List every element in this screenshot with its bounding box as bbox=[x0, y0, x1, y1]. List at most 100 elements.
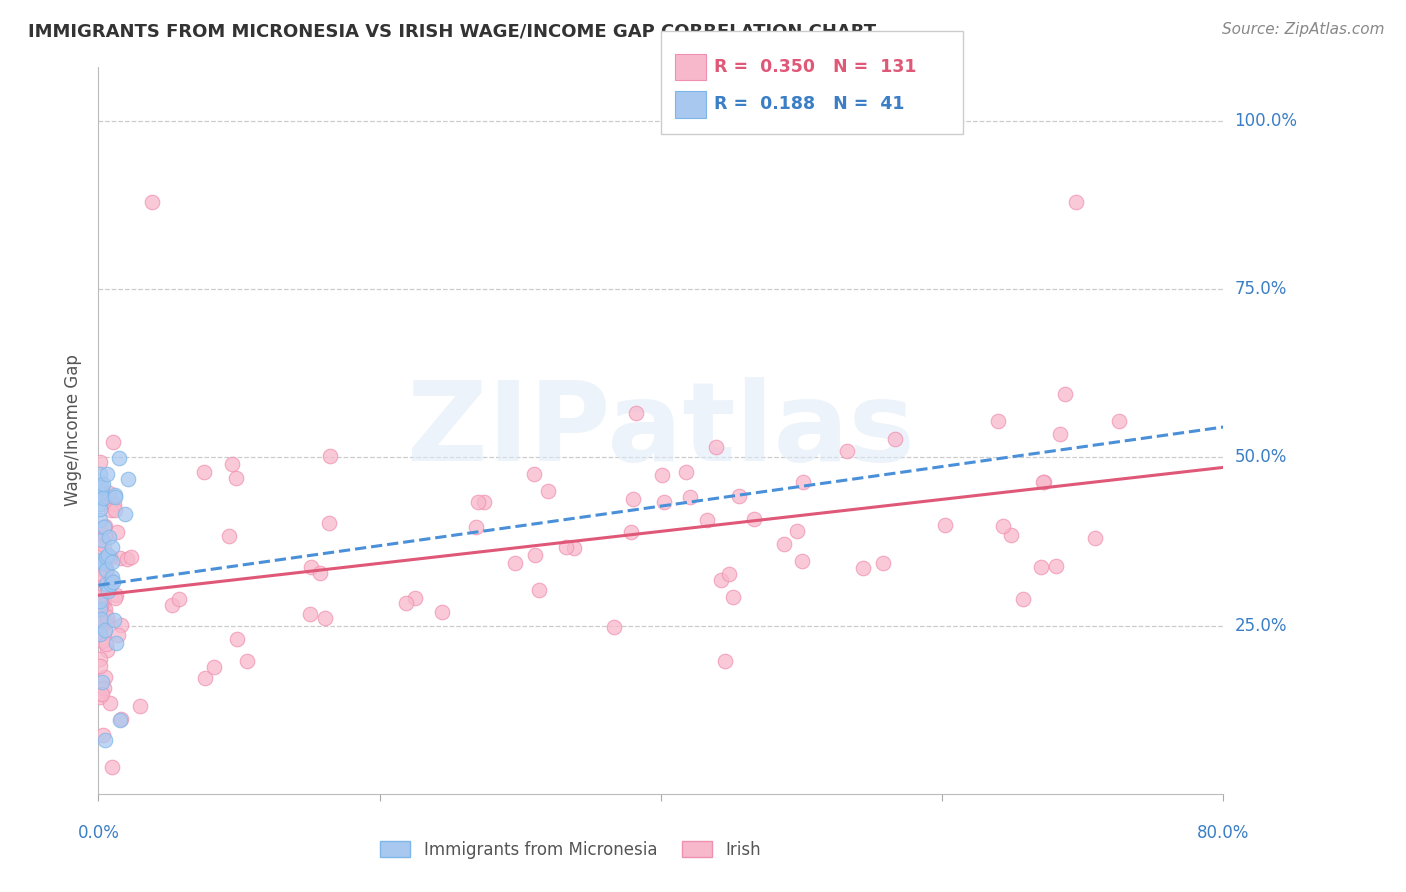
Point bbox=[704, 440, 727, 454]
Point bbox=[120, 549, 142, 564]
Point bbox=[523, 548, 546, 562]
Point bbox=[472, 495, 495, 509]
Text: 75.0%: 75.0% bbox=[1234, 280, 1286, 298]
Text: R =  0.350   N =  131: R = 0.350 N = 131 bbox=[714, 58, 917, 76]
Point bbox=[97, 548, 120, 562]
Point bbox=[96, 637, 118, 651]
Point bbox=[89, 590, 111, 604]
Point bbox=[103, 497, 125, 511]
Point bbox=[94, 561, 117, 575]
Point bbox=[89, 618, 111, 632]
Point bbox=[717, 567, 740, 582]
Point bbox=[1031, 559, 1053, 574]
Point bbox=[128, 698, 150, 713]
Point bbox=[89, 615, 111, 629]
Text: 100.0%: 100.0% bbox=[1234, 112, 1298, 129]
Point bbox=[835, 444, 858, 458]
Point bbox=[117, 472, 139, 486]
Point bbox=[624, 406, 647, 420]
Point bbox=[89, 593, 111, 607]
Point bbox=[91, 728, 114, 742]
Point bbox=[721, 590, 744, 604]
Point bbox=[1033, 475, 1056, 490]
Point bbox=[90, 546, 112, 560]
Point bbox=[90, 599, 112, 613]
Point bbox=[89, 489, 111, 503]
Point bbox=[1053, 386, 1076, 401]
Text: IMMIGRANTS FROM MICRONESIA VS IRISH WAGE/INCOME GAP CORRELATION CHART: IMMIGRANTS FROM MICRONESIA VS IRISH WAGE… bbox=[28, 22, 876, 40]
Text: 80.0%: 80.0% bbox=[1197, 824, 1250, 842]
Point bbox=[652, 495, 675, 509]
Point bbox=[89, 467, 111, 482]
Point bbox=[103, 613, 125, 627]
Point bbox=[100, 577, 122, 591]
Point bbox=[728, 489, 751, 503]
Point bbox=[105, 589, 128, 603]
Point bbox=[1000, 528, 1022, 542]
Point bbox=[792, 475, 814, 490]
Point bbox=[93, 538, 115, 552]
Point bbox=[94, 563, 117, 577]
Point bbox=[96, 582, 118, 597]
Text: R =  0.188   N =  41: R = 0.188 N = 41 bbox=[714, 95, 904, 113]
Point bbox=[89, 652, 111, 666]
Text: 0.0%: 0.0% bbox=[77, 824, 120, 842]
Point bbox=[537, 484, 560, 499]
Point bbox=[96, 615, 118, 630]
Point bbox=[167, 592, 190, 607]
Point bbox=[103, 575, 125, 590]
Point bbox=[98, 550, 121, 565]
Point bbox=[464, 520, 486, 534]
Y-axis label: Wage/Income Gap: Wage/Income Gap bbox=[65, 354, 83, 507]
Point bbox=[91, 490, 114, 504]
Point bbox=[91, 687, 114, 701]
Point bbox=[395, 597, 418, 611]
Point bbox=[884, 432, 907, 446]
Point bbox=[89, 658, 111, 673]
Point bbox=[89, 602, 111, 616]
Point bbox=[89, 455, 111, 469]
Point bbox=[318, 516, 340, 531]
Point bbox=[89, 513, 111, 527]
Point bbox=[1108, 414, 1130, 428]
Point bbox=[89, 498, 111, 512]
Point bbox=[110, 712, 132, 726]
Point bbox=[93, 623, 115, 637]
Point bbox=[194, 671, 217, 685]
Point bbox=[193, 466, 215, 480]
Point bbox=[467, 495, 489, 509]
Point bbox=[108, 713, 131, 727]
Point bbox=[1045, 558, 1067, 573]
Point bbox=[93, 602, 115, 616]
Point bbox=[852, 561, 875, 575]
Point bbox=[299, 607, 322, 621]
Point bbox=[98, 696, 121, 710]
Point bbox=[89, 603, 111, 617]
Point bbox=[91, 606, 114, 620]
Point bbox=[218, 529, 240, 543]
Point bbox=[404, 591, 426, 605]
Point bbox=[603, 620, 626, 634]
Point bbox=[89, 481, 111, 495]
Point bbox=[202, 659, 225, 673]
Point bbox=[430, 605, 453, 619]
Point bbox=[91, 591, 114, 605]
Point bbox=[89, 558, 111, 572]
Point bbox=[101, 760, 124, 774]
Point bbox=[90, 614, 112, 628]
Text: ZIPatlas: ZIPatlas bbox=[406, 377, 915, 483]
Point bbox=[786, 524, 808, 538]
Point bbox=[91, 491, 114, 505]
Point bbox=[621, 492, 644, 507]
Point bbox=[1011, 592, 1033, 607]
Point bbox=[96, 642, 118, 657]
Point bbox=[225, 470, 247, 484]
Point bbox=[91, 553, 114, 567]
Point bbox=[100, 503, 122, 517]
Point bbox=[94, 518, 117, 533]
Point bbox=[91, 553, 114, 567]
Point bbox=[91, 567, 114, 582]
Point bbox=[90, 633, 112, 648]
Point bbox=[101, 540, 124, 554]
Point bbox=[101, 555, 124, 569]
